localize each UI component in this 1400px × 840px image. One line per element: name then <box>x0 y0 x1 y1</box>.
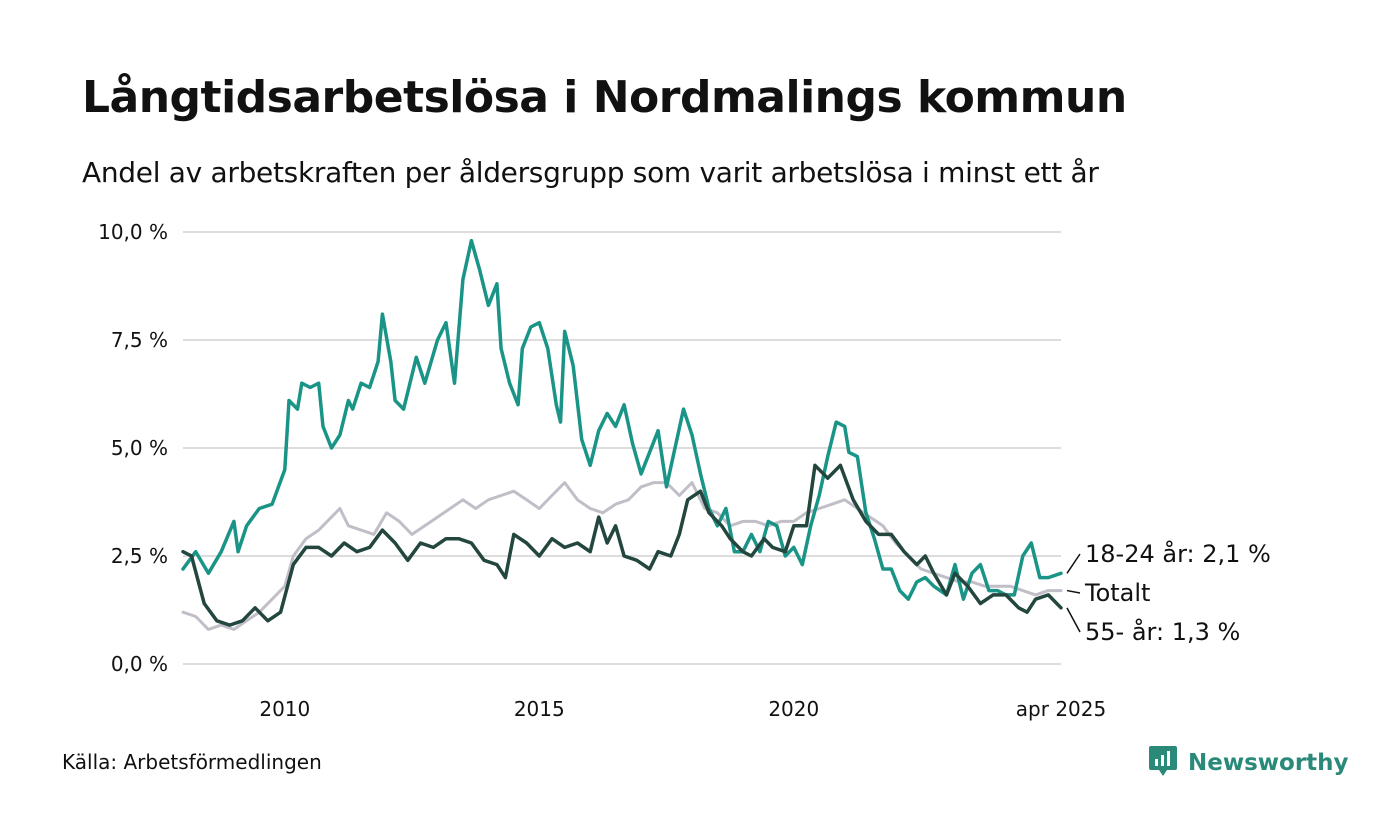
x-tick-label: 2015 <box>514 697 565 721</box>
chart-subtitle: Andel av arbetskraften per åldersgrupp s… <box>82 156 1099 189</box>
series-end-label: 55- år: 1,3 % <box>1085 617 1240 646</box>
x-tick-label: apr 2025 <box>1016 697 1106 721</box>
y-tick-label: 0,0 % <box>111 652 168 676</box>
y-axis-tick-labels: 10,0 % 7,5 % 5,0 % 2,5 % 0,0 % <box>98 220 168 676</box>
series-end-labels: Totalt 18-24 år: 2,1 % 55- år: 1,3 % <box>1066 539 1271 646</box>
y-tick-label: 2,5 % <box>111 544 168 568</box>
line-chart: 10,0 % 7,5 % 5,0 % 2,5 % 0,0 % 2010 2015 2020 a… <box>98 220 1271 721</box>
x-tick-label: 2010 <box>259 697 310 721</box>
gridlines <box>183 231 1061 665</box>
series-end-label: Totalt <box>1084 579 1150 607</box>
x-axis-tick-labels: 2010 2015 2020 apr 2025 <box>259 697 1106 721</box>
source-note: Källa: Arbetsförmedlingen <box>62 750 322 774</box>
y-tick-label: 10,0 % <box>98 220 168 244</box>
y-tick-label: 7,5 % <box>111 328 168 352</box>
end-label-leader <box>1066 553 1081 574</box>
series-lines <box>181 238 1063 631</box>
newsworthy-logo-icon <box>1148 744 1178 782</box>
series-line-1 <box>181 238 1063 601</box>
end-label-leader <box>1066 607 1081 633</box>
y-tick-label: 5,0 % <box>111 436 168 460</box>
brand-logo[interactable]: Newsworthy <box>1148 744 1349 782</box>
x-tick-label: 2020 <box>768 697 819 721</box>
series-line-2 <box>181 463 1063 627</box>
chart-title: Långtidsarbetslösa i Nordmalings kommun <box>82 72 1127 123</box>
series-end-label: 18-24 år: 2,1 % <box>1085 539 1271 568</box>
brand-name: Newsworthy <box>1188 750 1349 776</box>
end-label-leader <box>1066 589 1081 594</box>
